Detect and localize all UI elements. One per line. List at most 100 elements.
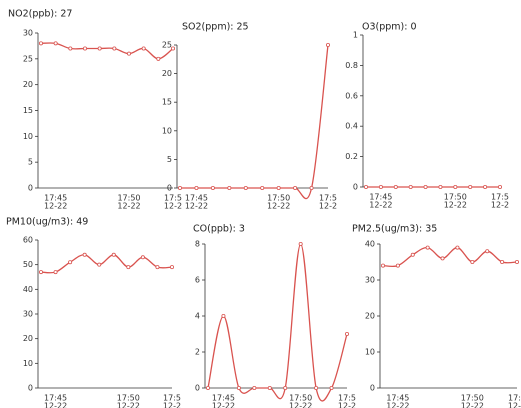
x-tick-date: 12-22 [444,201,467,210]
x-tick-date: 12-22 [461,402,484,408]
chart-title: CO(ppb): 3 [193,224,245,235]
y-tick-label: 6 [195,276,200,285]
data-point [170,46,175,51]
data-point [453,184,458,189]
data-point [236,385,241,390]
x-tick-label: 17:45 [212,394,235,403]
data-point [378,184,383,189]
data-point [485,249,490,254]
y-tick-label: 15 [23,106,33,115]
x-tick-label: 17:50 [444,193,467,202]
x-tick-date: 12-22 [369,201,392,210]
x-tick-date: 12-22 [117,402,140,408]
x-tick-date: 12-22 [267,202,290,211]
chart-title: NO2(ppb): 27 [8,9,72,20]
data-point [455,245,460,250]
y-tick-label: 20 [162,69,172,78]
x-tick-date: 12-22 [289,402,312,408]
y-tick-label: 10 [365,348,375,357]
y-tick-label: 4 [195,312,200,321]
chart-title: PM2.5(ug/m3): 35 [352,224,437,235]
data-point [363,184,368,189]
data-point [410,252,415,257]
y-tick-label: 0.8 [345,61,358,70]
x-tick-label: 17:50 [267,194,290,203]
data-point [83,46,88,51]
data-point [497,184,502,189]
y-tick-label: 20 [23,80,33,89]
y-tick-label: 0.6 [345,91,358,100]
y-tick-label: 0 [353,183,358,192]
y-tick-label: 10 [23,359,33,368]
data-point [283,385,288,390]
y-tick-label: 10 [23,132,33,141]
y-tick-label: 0 [167,184,172,193]
data-point [97,262,102,267]
data-point [177,185,182,190]
data-point [252,385,257,390]
x-tick-label: 17:45 [44,394,67,403]
y-tick-label: 15 [162,98,172,107]
data-point [408,184,413,189]
data-point [470,259,475,264]
x-tick-label: 17:5 [164,194,182,203]
x-tick-label: 17:50 [117,194,140,203]
x-tick-label: 17:45 [185,194,208,203]
x-tick-label: 17:5 [163,394,181,403]
data-line [382,246,518,268]
y-tick-label: 10 [162,126,172,135]
data-point [169,265,174,270]
y-tick-label: 40 [23,285,33,294]
x-tick-label: 17:45 [386,394,409,403]
x-tick-label: 17:50 [289,394,312,403]
x-tick-date: 12-22 [44,202,67,211]
data-point [68,46,73,51]
data-point [515,259,520,264]
y-tick-label: 40 [365,240,375,249]
data-point [140,255,145,260]
x-tick-date: 12-2 [338,402,356,408]
data-point [329,385,334,390]
data-point [440,256,445,261]
data-point [276,185,281,190]
x-tick-label: 17:5 [491,193,509,202]
y-tick-label: 5 [28,158,33,167]
data-point [468,184,473,189]
data-point [68,260,73,265]
data-point [97,46,102,51]
data-point [156,56,161,61]
data-line [40,254,173,274]
chart-title: SO2(ppm): 25 [182,22,249,33]
data-point [500,259,505,264]
chart-title: O3(ppm): 0 [362,22,417,33]
y-tick-label: 0 [370,384,375,393]
y-tick-label: 60 [23,236,33,245]
data-point [39,270,44,275]
y-tick-label: 20 [365,312,375,321]
data-point [425,245,430,250]
x-tick-label: 17:5 [319,194,337,203]
data-point [293,185,298,190]
x-tick-date: 12-2 [319,202,337,211]
y-tick-label: 0 [28,184,33,193]
data-point [227,185,232,190]
data-point [53,270,58,275]
data-point [155,265,160,270]
data-point [111,252,116,257]
data-point [483,184,488,189]
x-tick-date: 12-2 [164,202,182,211]
y-tick-label: 5 [167,155,172,164]
x-tick-date: 12-2 [508,402,521,408]
data-point [395,263,400,268]
data-point [267,385,272,390]
y-tick-label: 0 [195,384,200,393]
x-tick-date: 12-2 [491,201,509,210]
x-tick-label: 17:45 [44,194,67,203]
data-point [380,263,385,268]
y-tick-label: 8 [195,240,200,249]
y-tick-label: 0 [28,384,33,393]
data-point [423,184,428,189]
data-point [438,184,443,189]
data-point [210,185,215,190]
